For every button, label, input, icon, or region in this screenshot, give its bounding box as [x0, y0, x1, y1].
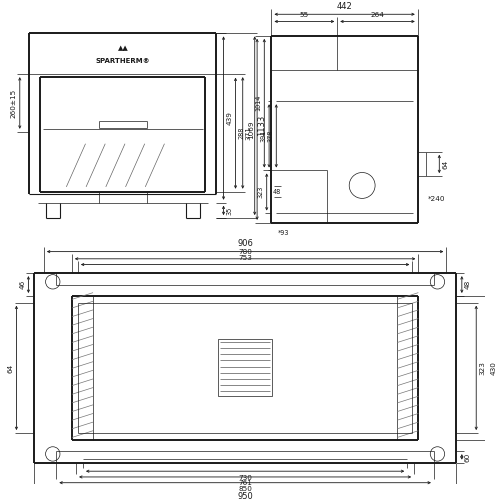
Text: 46: 46 — [20, 280, 26, 289]
Text: ▲▲: ▲▲ — [118, 45, 128, 51]
Text: 1133: 1133 — [258, 115, 266, 136]
Bar — [218, 340, 272, 396]
Text: 260±15: 260±15 — [11, 88, 17, 118]
Text: *240: *240 — [428, 196, 445, 202]
Text: 371: 371 — [246, 126, 252, 140]
Text: 730: 730 — [238, 474, 252, 480]
Text: 48: 48 — [464, 280, 470, 289]
Text: 60: 60 — [464, 452, 470, 462]
Text: 950: 950 — [237, 492, 253, 500]
Text: 761: 761 — [238, 480, 252, 486]
Text: *93: *93 — [278, 230, 289, 236]
Text: 288: 288 — [238, 127, 244, 140]
Text: 391: 391 — [260, 130, 266, 142]
Text: 264: 264 — [370, 12, 384, 18]
Text: 64: 64 — [8, 364, 14, 372]
Text: 48: 48 — [272, 189, 280, 195]
Text: 906: 906 — [237, 240, 253, 248]
Text: 378: 378 — [268, 130, 274, 142]
Text: 64: 64 — [442, 160, 448, 168]
Text: 1014: 1014 — [256, 95, 262, 112]
Text: SPARTHERM®: SPARTHERM® — [96, 58, 150, 64]
Text: 1069: 1069 — [248, 120, 254, 139]
Text: 430: 430 — [491, 361, 497, 375]
Text: 323: 323 — [479, 361, 485, 375]
Text: 35: 35 — [226, 206, 232, 214]
Text: 780: 780 — [238, 250, 252, 256]
Text: 439: 439 — [226, 111, 232, 125]
Text: 753: 753 — [238, 255, 252, 261]
Text: 442: 442 — [336, 2, 352, 11]
Text: 55: 55 — [300, 12, 309, 18]
Text: 323: 323 — [258, 186, 264, 198]
Text: 850: 850 — [238, 486, 252, 492]
